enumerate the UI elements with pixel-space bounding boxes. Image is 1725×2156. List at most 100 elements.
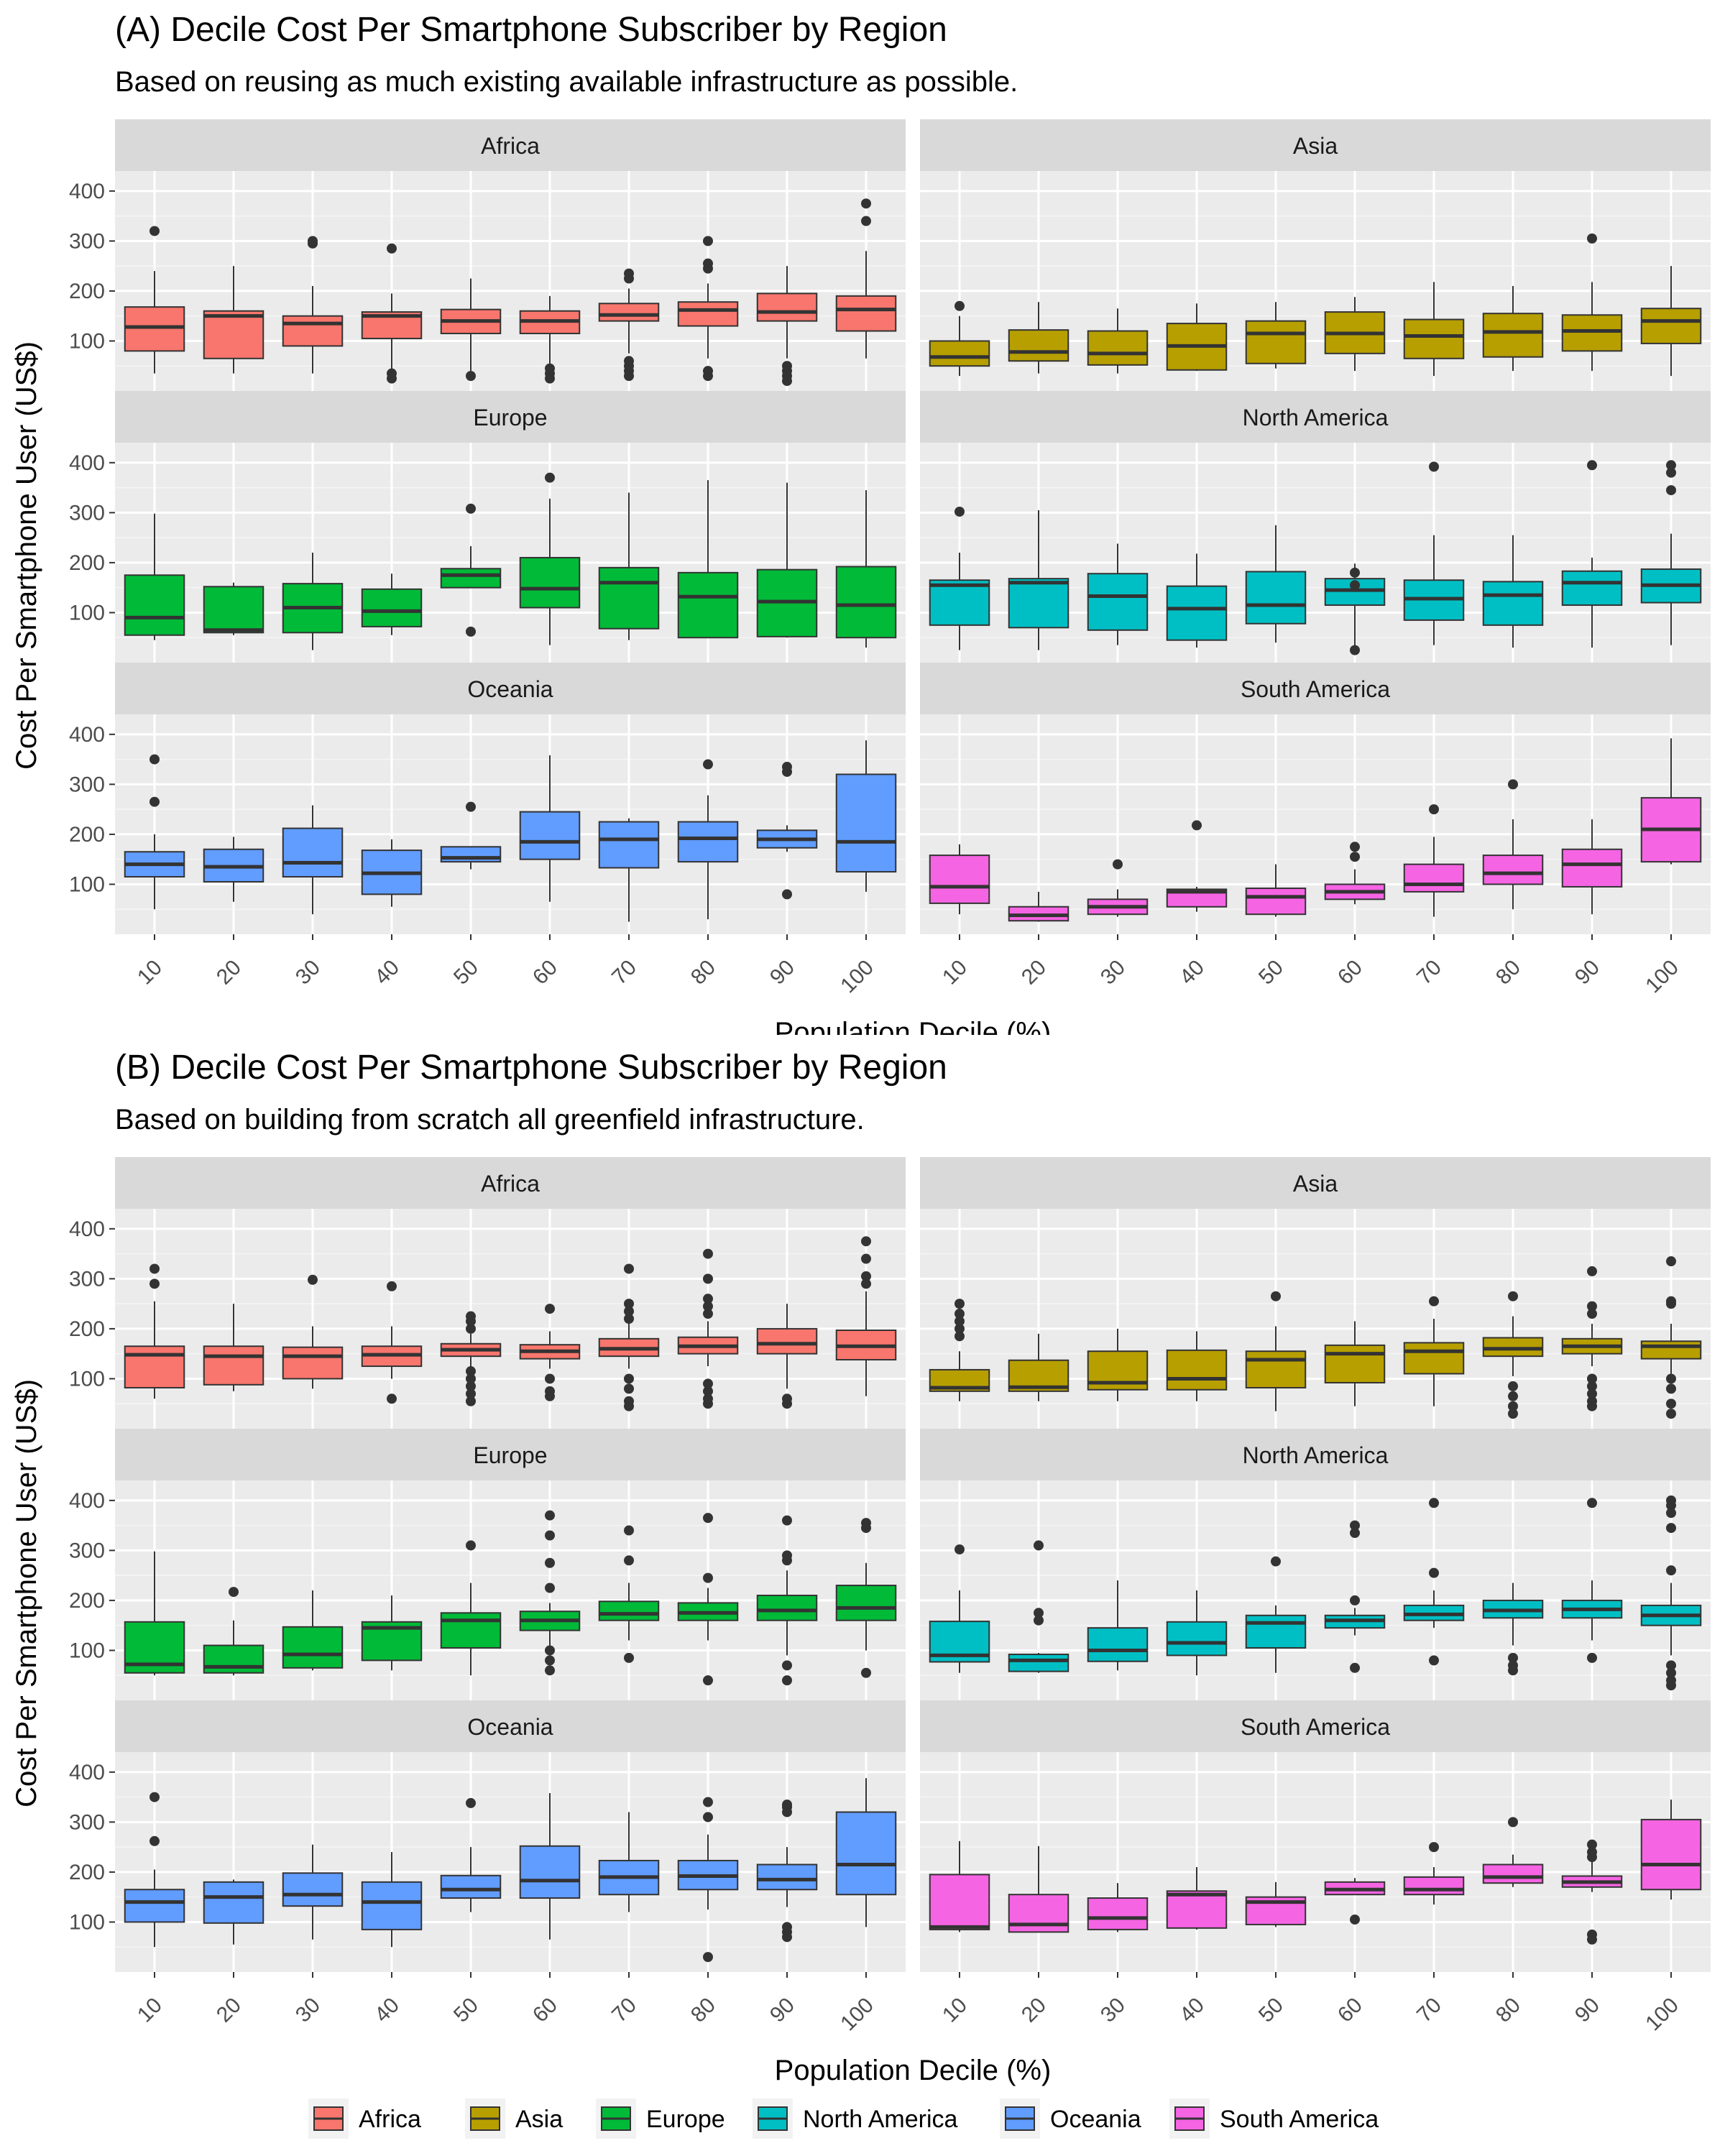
box-iqr: [756, 1594, 818, 1621]
box-iqr: [203, 1345, 264, 1386]
panel-background: [920, 714, 1711, 934]
outlier-point: [545, 1665, 555, 1676]
box-70: [1403, 282, 1465, 377]
box-50: [440, 1540, 502, 1676]
chart-b-title: (B) Decile Cost Per Smartphone Subscribe…: [115, 1049, 947, 1087]
box-100: [835, 1778, 897, 1927]
outlier-point: [1350, 580, 1360, 591]
outlier-point: [1587, 1388, 1597, 1399]
box-100: [835, 740, 897, 892]
x-tick-label: 70: [1412, 1994, 1446, 2027]
panel-background: [115, 1752, 906, 1972]
outlier-point: [703, 1301, 713, 1312]
box-iqr: [677, 821, 739, 863]
outlier-point: [954, 300, 965, 311]
box-40: [361, 1281, 423, 1404]
outlier-point: [782, 361, 792, 372]
y-tick-label: 200: [69, 1589, 105, 1613]
outlier-point: [1666, 1256, 1676, 1267]
outlier-point: [1508, 1381, 1518, 1391]
box-iqr: [1640, 308, 1702, 344]
box-30: [282, 553, 344, 650]
facet-strip: [115, 663, 906, 714]
box-iqr: [1324, 1344, 1386, 1384]
outlier-point: [1508, 1391, 1518, 1401]
outlier-point: [861, 1279, 871, 1289]
facet-label: Asia: [1293, 1171, 1338, 1197]
outlier-point: [308, 236, 318, 247]
y-tick-label: 300: [69, 1810, 105, 1834]
box-iqr: [756, 1327, 818, 1355]
outlier-point: [1429, 1296, 1439, 1307]
outlier-point: [466, 1373, 476, 1384]
outlier-point: [624, 1373, 634, 1384]
x-tick-label: 10: [133, 1994, 167, 2027]
outlier-point: [150, 1263, 160, 1274]
y-tick-label: 300: [69, 229, 105, 253]
x-tick-label: 10: [938, 956, 972, 990]
outlier-point: [954, 506, 965, 517]
box-40: [361, 243, 423, 384]
y-tick-label: 300: [69, 1539, 105, 1562]
y-tick-label: 400: [69, 1217, 105, 1241]
x-tick-label: 40: [370, 956, 404, 990]
outlier-point: [1271, 1556, 1281, 1567]
box-70: [598, 492, 660, 640]
box-80: [677, 759, 739, 920]
outlier-point: [1508, 1652, 1518, 1663]
outlier-point: [1350, 1528, 1360, 1539]
box-90: [756, 266, 818, 387]
box-iqr: [929, 340, 990, 367]
outlier-point: [466, 503, 476, 514]
box-30: [282, 805, 344, 915]
outlier-point: [1587, 1381, 1597, 1391]
x-tick-label: 80: [686, 1994, 720, 2027]
box-20: [1008, 302, 1070, 374]
outlier-point: [954, 1331, 965, 1342]
facet-strip: [920, 1429, 1711, 1480]
x-tick-label: 20: [212, 1994, 246, 2027]
panel-background: [115, 1209, 906, 1429]
outlier-point: [1350, 567, 1360, 578]
box-40: [1166, 303, 1228, 372]
outlier-point: [703, 1797, 713, 1807]
y-tick-label: 400: [69, 1489, 105, 1513]
facet-label: North America: [1243, 405, 1389, 430]
box-iqr: [1561, 848, 1623, 888]
box-iqr: [124, 574, 185, 636]
outlier-point: [624, 268, 634, 279]
x-tick-label: 90: [1570, 1994, 1604, 2027]
outlier-point: [466, 1366, 476, 1377]
box-iqr: [519, 811, 581, 860]
outlier-point: [1350, 1662, 1360, 1673]
outlier-point: [624, 1263, 634, 1274]
y-tick-label: 100: [69, 1367, 105, 1391]
facet-south-america: South America 10 20 30 40 50 60 70 80 90 100: [920, 1700, 1711, 2035]
box-iqr: [1008, 1654, 1070, 1672]
outlier-point: [954, 1323, 965, 1334]
box-iqr: [1640, 1340, 1702, 1360]
box-10: [124, 754, 185, 910]
chart-a-title: (A) Decile Cost Per Smartphone Subscribe…: [115, 11, 947, 49]
box-30: [1087, 1883, 1149, 1932]
outlier-point: [150, 1279, 160, 1289]
outlier-point: [1587, 1498, 1597, 1508]
box-iqr: [835, 1585, 897, 1621]
outlier-point: [1666, 1508, 1676, 1519]
x-tick-label: 100: [836, 1994, 878, 2036]
legend-item-south-america: South America: [1169, 2099, 1379, 2139]
box-60: [1324, 842, 1386, 905]
outlier-point: [1666, 1667, 1676, 1678]
outlier-point: [1350, 645, 1360, 655]
outlier-point: [1034, 1540, 1044, 1551]
box-iqr: [1008, 1894, 1070, 1933]
x-tick-label: 20: [1017, 956, 1051, 990]
box-80: [677, 1797, 739, 1963]
x-tick-label: 40: [370, 1994, 404, 2027]
outlier-point: [1429, 461, 1439, 472]
outlier-point: [1666, 485, 1676, 496]
outlier-point: [1587, 1396, 1597, 1406]
outlier-point: [624, 356, 634, 367]
outlier-point: [466, 626, 476, 637]
box-100: [835, 198, 897, 359]
